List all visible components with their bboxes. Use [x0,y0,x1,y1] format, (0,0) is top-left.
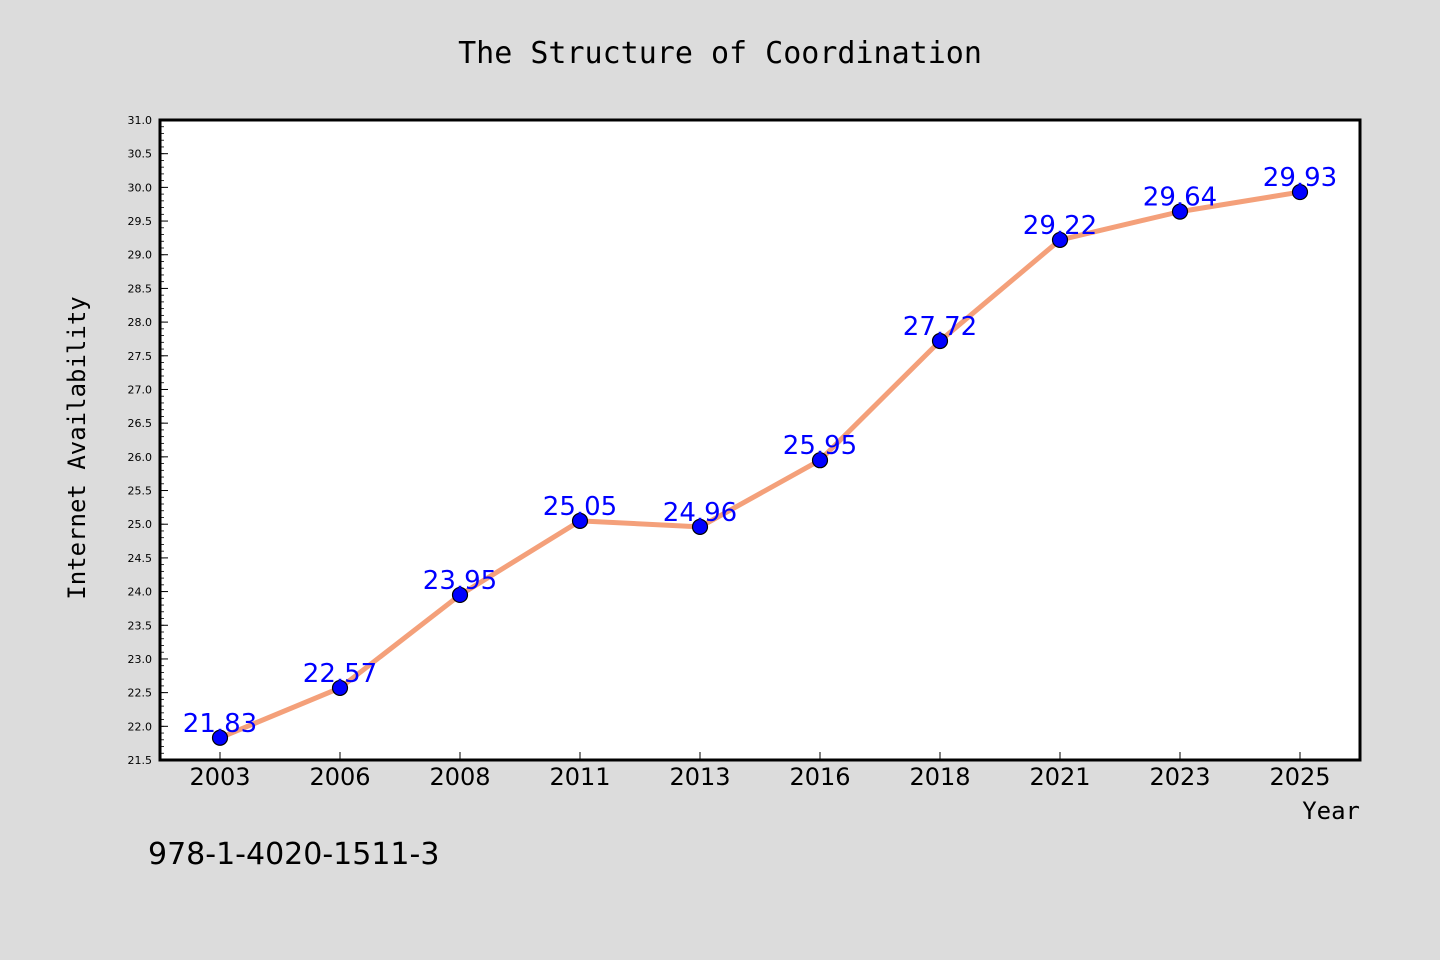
y-tick-label: 28.0 [128,316,153,329]
data-point [811,452,829,469]
data-point [211,729,229,746]
chart-title: The Structure of Coordination [458,36,982,71]
data-label: 29.93 [1263,163,1337,193]
y-tick-label: 23.0 [128,653,153,666]
x-tick-label: 2016 [789,763,850,791]
data-label: 25.05 [543,492,617,522]
x-tick-label: 2011 [549,763,610,791]
x-tick-label: 2008 [429,763,490,791]
data-point [1291,183,1309,201]
x-tick-label: 2003 [189,763,250,791]
x-tick-label: 2023 [1149,763,1210,791]
data-point [1051,231,1069,249]
y-tick-label: 26.0 [128,451,153,464]
data-label: 25.95 [783,431,857,461]
data-label: 27.72 [903,312,977,342]
data-point [571,512,589,529]
y-tick-label: 24.0 [128,586,153,599]
y-tick-label: 30.5 [128,148,153,161]
data-point [931,332,949,350]
y-tick-label: 24.5 [128,552,153,565]
y-tick-label: 29.0 [128,249,153,262]
data-label: 24.96 [663,498,737,528]
y-tick-label: 25.5 [128,485,153,498]
y-tick-label: 27.0 [128,383,153,396]
data-point [331,679,349,697]
y-tick-label: 27.5 [128,350,153,363]
data-label: 22.57 [303,659,377,689]
data-label: 29.64 [1143,183,1217,213]
isbn-annotation: 978-1-4020-1511-3 [148,837,439,872]
x-tick-label: 2006 [309,763,370,791]
data-point [451,586,469,604]
x-tick-label: 2013 [669,763,730,791]
x-tick-label: 2025 [1269,763,1330,791]
data-point [1171,203,1189,220]
y-tick-label: 25.0 [128,518,153,531]
y-tick-label: 31.0 [128,114,153,127]
plot-area [160,120,1360,760]
y-tick-label: 21.5 [128,754,153,767]
y-tick-label: 22.5 [128,687,153,700]
y-tick-label: 29.5 [128,215,153,228]
y-tick-label: 28.5 [128,282,153,295]
x-axis-label: Year [1302,797,1360,825]
y-tick-label: 30.0 [128,181,153,194]
plot-frame [158,118,1362,762]
y-tick-label: 26.5 [128,417,153,430]
data-label: 23.95 [423,566,497,596]
x-axis-ticks: 2003 2006 2008 2011 2013 2016 2018 2021 2023 2025 [189,752,1331,791]
x-tick-label: 2018 [909,763,970,791]
y-axis-label: Internet Availability [63,296,91,599]
series-layer: 21.83 22.57 23.95 25.05 24.96 25.95 27.72 29.22… [183,163,1337,746]
data-point [691,518,709,536]
data-label: 21.83 [183,709,257,739]
x-tick-label: 2021 [1029,763,1090,791]
y-axis-ticks: 21.5 22.0 22.5 23.0 23.5 24.0 24.5 25.0 25.5 26.0… [128,114,168,767]
y-tick-label: 22.0 [128,720,153,733]
series-line [219,189,1301,741]
y-tick-label: 23.5 [128,619,153,632]
data-label: 29.22 [1023,211,1097,241]
